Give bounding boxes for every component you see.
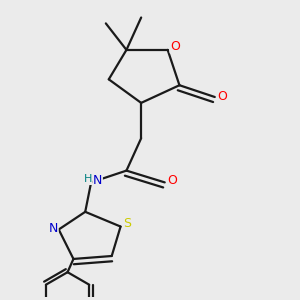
Text: H: H (83, 174, 92, 184)
Text: N: N (49, 221, 58, 235)
Text: N: N (93, 173, 102, 187)
Text: O: O (167, 174, 177, 188)
Text: O: O (217, 91, 227, 103)
Text: S: S (123, 217, 131, 230)
Text: O: O (170, 40, 180, 53)
